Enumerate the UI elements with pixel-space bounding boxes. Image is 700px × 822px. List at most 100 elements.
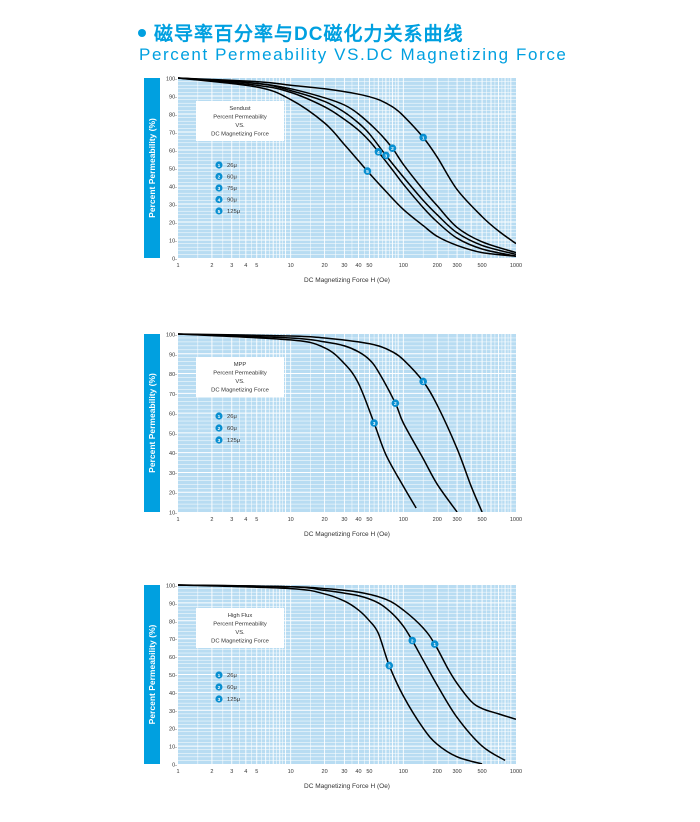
- y-tick-label: 100-: [166, 333, 177, 339]
- y-tick-label: 50-: [169, 167, 177, 173]
- x-tick-label: 1: [176, 263, 179, 269]
- series-marker-number: 3: [388, 664, 391, 670]
- series-marker-number: 3: [385, 153, 388, 159]
- x-tick-label: 500: [477, 517, 486, 523]
- y-tick-label: 60-: [169, 149, 177, 155]
- y-tick-label: 30-: [169, 471, 177, 477]
- title-english: Percent Permeability VS.DC Magnetizing F…: [139, 45, 568, 64]
- x-tick-label: 1: [176, 769, 179, 775]
- annotation-line: Percent Permeability: [213, 622, 267, 628]
- legend-marker-number: 1: [218, 163, 221, 169]
- x-tick-label: 4: [244, 517, 247, 523]
- x-tick-label: 30: [341, 517, 347, 523]
- x-tick-label: 5: [255, 263, 258, 269]
- x-tick-label: 100: [399, 769, 408, 775]
- legend-marker-4: [215, 195, 223, 204]
- y-axis-label: Percent Permeability (%): [147, 624, 157, 724]
- x-tick-label: 50: [366, 769, 372, 775]
- series-marker-3: [382, 151, 390, 160]
- x-tick-label: 3: [230, 263, 233, 269]
- y-tick-label: 20-: [169, 221, 177, 227]
- series-marker-2: [388, 144, 397, 152]
- series-marker-3: [370, 419, 378, 427]
- x-tick-label: 100: [399, 517, 408, 523]
- x-tick-label: 50: [366, 517, 372, 523]
- series-line-5: [178, 77, 516, 257]
- series-line-1: [178, 77, 516, 245]
- x-tick-label: 30: [341, 769, 347, 775]
- annotation-line: VS.: [235, 123, 245, 129]
- y-tick-label: 70-: [169, 637, 177, 643]
- x-tick-label: 300: [452, 769, 461, 775]
- series-line-3: [178, 333, 417, 509]
- annotation-line: MPP: [234, 362, 247, 368]
- y-tick-label: 60-: [169, 412, 177, 418]
- series-line-3: [178, 584, 483, 764]
- legend-marker-number: 4: [218, 198, 221, 204]
- series-marker-4: [374, 148, 383, 156]
- y-tick-label: 20-: [169, 727, 177, 733]
- y-tick-label: 40-: [169, 185, 177, 191]
- series-marker-1: [419, 377, 427, 386]
- legend-label: 26μ: [227, 673, 237, 679]
- legend-marker-1: [215, 671, 223, 679]
- x-tick-label: 10: [288, 769, 294, 775]
- legend-marker-number: 2: [218, 685, 221, 691]
- legend-label: 60μ: [227, 426, 237, 432]
- chart-high-flux: Percent Permeability (%) 0- 10- 20- 30- 40- 50…: [144, 584, 522, 790]
- y-tick-label: 40-: [169, 451, 177, 457]
- legend-label: 125μ: [227, 697, 240, 703]
- series-line-2: [178, 584, 506, 762]
- x-tick-label: 4: [244, 263, 247, 269]
- series-marker-number: 4: [377, 150, 380, 156]
- y-tick-label: 40-: [169, 691, 177, 697]
- x-tick-label: 300: [452, 263, 461, 269]
- legend-marker-2: [215, 683, 223, 691]
- legend-marker-3: [215, 695, 223, 703]
- legend-label: 26μ: [227, 163, 237, 169]
- y-tick-label: 10-: [169, 745, 177, 751]
- x-tick-label: 1000: [510, 517, 522, 523]
- x-axis-label: DC Magnetizing Force H (Oe): [304, 277, 390, 284]
- x-tick-label: 2: [210, 517, 213, 523]
- legend-marker-number: 3: [218, 697, 221, 703]
- annotation-line: Sendust: [229, 106, 251, 112]
- chart-mpp: Percent Permeability (%) 10- 20- 30- 40- 50- 6…: [144, 333, 522, 538]
- y-tick-label: 10-: [169, 511, 177, 517]
- x-tick-label: 200: [433, 769, 442, 775]
- x-tick-label: 2: [210, 769, 213, 775]
- legend-marker-number: 5: [218, 209, 221, 215]
- x-tick-label: 4: [244, 769, 247, 775]
- y-axis-label: Percent Permeability (%): [147, 373, 157, 473]
- ylabel-banner: [144, 585, 160, 764]
- x-axis-label: DC Magnetizing Force H (Oe): [304, 531, 390, 538]
- y-tick-label: 10-: [169, 239, 177, 245]
- annotation-line: VS.: [235, 630, 245, 636]
- legend-label: 75μ: [227, 186, 237, 192]
- y-tick-label: 0-: [172, 257, 177, 263]
- chart-sendust: Percent Permeability (%) 0- 10- 20- 30- 40- 50…: [144, 77, 522, 284]
- legend-label: 125μ: [227, 209, 240, 215]
- x-tick-label: 3: [230, 769, 233, 775]
- y-tick-label: 50-: [169, 431, 177, 437]
- legend-label: 60μ: [227, 685, 237, 691]
- legend-marker-number: 1: [218, 673, 221, 679]
- x-tick-label: 100: [399, 263, 408, 269]
- series-line-2: [178, 333, 458, 512]
- x-tick-label: 20: [322, 263, 328, 269]
- legend-label: 90μ: [227, 198, 237, 204]
- annotation-line: VS.: [235, 379, 245, 385]
- series-marker-5: [363, 167, 372, 175]
- annotation-box: [196, 101, 284, 141]
- grid: [178, 334, 516, 512]
- annotation-line: Percent Permeability: [213, 371, 267, 377]
- series-marker-number: 2: [394, 401, 397, 407]
- x-tick-label: 2: [210, 263, 213, 269]
- series-marker-3: [385, 661, 394, 670]
- x-tick-label: 500: [477, 263, 486, 269]
- y-tick-label: 70-: [169, 131, 177, 137]
- series-marker-number: 3: [373, 421, 376, 427]
- legend-marker-number: 2: [218, 175, 221, 181]
- x-tick-label: 50: [366, 263, 372, 269]
- annotation-line: DC Magnetizing Force: [211, 388, 269, 394]
